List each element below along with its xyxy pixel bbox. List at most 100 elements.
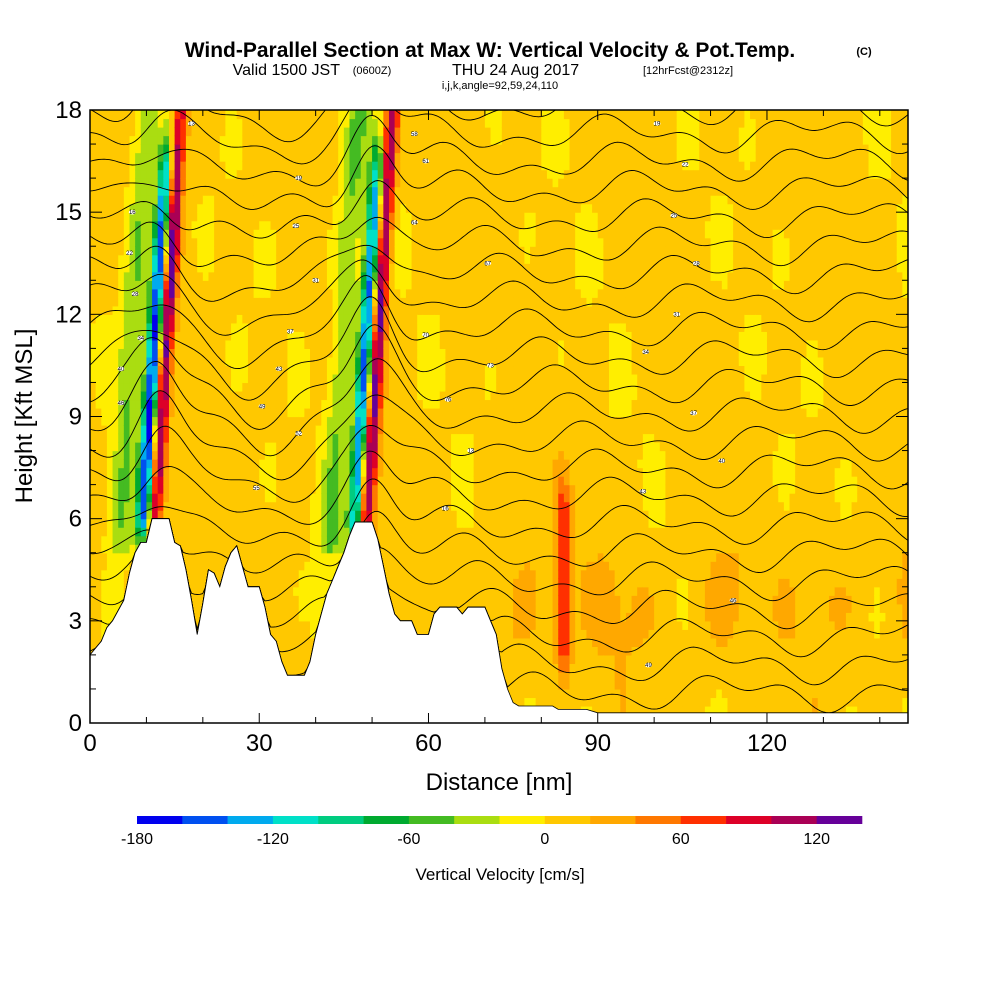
w-cell <box>219 297 226 307</box>
w-cell <box>451 263 458 273</box>
w-cell <box>445 220 452 230</box>
w-cell <box>174 425 181 435</box>
w-cell <box>417 373 424 384</box>
w-cell <box>135 399 142 409</box>
w-cell <box>219 288 226 298</box>
w-cell <box>123 254 131 264</box>
w-cell <box>304 365 311 375</box>
w-cell <box>157 348 164 358</box>
w-cell <box>253 442 260 452</box>
w-cell <box>315 254 322 264</box>
w-cell <box>180 331 187 341</box>
w-cell <box>343 229 351 239</box>
w-cell <box>95 637 102 647</box>
w-cell <box>434 118 441 128</box>
w-cell <box>422 399 430 409</box>
w-cell <box>293 416 300 426</box>
w-cell <box>338 484 345 494</box>
w-cell <box>451 552 458 562</box>
w-cell <box>428 212 435 222</box>
w-cell <box>332 493 339 503</box>
w-cell <box>276 229 283 239</box>
w-cell <box>355 280 362 290</box>
w-cell <box>467 161 475 171</box>
w-cell <box>191 595 198 605</box>
w-cell <box>219 459 226 469</box>
w-cell <box>439 467 447 477</box>
w-cell <box>129 407 136 418</box>
w-cell <box>411 425 418 435</box>
w-cell <box>281 246 289 256</box>
w-cell <box>214 493 221 503</box>
w-cell <box>146 212 153 222</box>
w-cell <box>152 399 159 409</box>
w-cell <box>411 467 418 477</box>
w-cell <box>332 339 339 349</box>
w-cell <box>123 212 131 222</box>
w-cell <box>366 365 373 375</box>
w-cell <box>451 390 458 401</box>
w-cell <box>90 246 97 256</box>
w-cell <box>112 195 119 205</box>
w-cell <box>157 416 164 426</box>
w-cell <box>462 527 469 537</box>
w-cell <box>197 365 204 375</box>
w-cell <box>123 501 131 511</box>
w-cell <box>310 229 317 239</box>
w-cell <box>467 484 475 494</box>
w-cell <box>388 288 396 298</box>
w-cell <box>163 407 170 418</box>
w-cell <box>163 390 170 401</box>
w-cell <box>185 271 193 281</box>
w-cell <box>411 407 418 418</box>
w-cell <box>191 246 198 256</box>
w-cell <box>355 476 362 486</box>
w-cell <box>163 399 170 409</box>
w-cell <box>388 220 396 230</box>
w-cell <box>281 288 289 298</box>
w-cell <box>293 110 300 120</box>
w-cell <box>293 399 300 409</box>
w-cell <box>298 203 305 213</box>
w-cell <box>174 161 181 171</box>
w-cell <box>202 484 210 494</box>
w-cell <box>310 535 317 545</box>
w-cell <box>191 459 198 469</box>
w-cell <box>343 118 351 128</box>
w-cell <box>383 442 390 452</box>
w-cell <box>411 237 418 247</box>
w-cell <box>434 552 441 562</box>
w-cell <box>366 476 373 486</box>
w-cell <box>112 510 119 520</box>
w-cell <box>185 212 193 222</box>
w-cell <box>180 527 187 537</box>
w-cell <box>326 212 334 222</box>
w-cell <box>405 390 413 401</box>
w-cell <box>479 595 486 605</box>
w-cell <box>106 127 114 137</box>
w-cell <box>456 229 463 239</box>
w-cell <box>293 544 300 554</box>
w-cell <box>236 229 243 239</box>
w-cell <box>445 561 452 571</box>
w-cell <box>445 399 452 409</box>
w-cell <box>123 135 131 145</box>
w-cell <box>259 195 266 205</box>
w-cell <box>202 229 210 239</box>
w-cell <box>152 459 159 469</box>
w-cell <box>163 263 170 273</box>
w-cell <box>434 493 441 503</box>
w-cell <box>360 288 368 298</box>
w-cell <box>467 203 475 213</box>
w-cell <box>456 510 463 520</box>
w-cell <box>372 169 379 179</box>
w-cell <box>197 144 204 154</box>
w-cell <box>315 552 322 562</box>
w-cell <box>118 118 125 128</box>
w-cell <box>259 356 266 367</box>
w-cell <box>90 237 97 247</box>
w-cell <box>101 390 108 401</box>
w-cell <box>236 322 243 332</box>
w-cell <box>208 442 215 452</box>
w-cell <box>360 203 368 213</box>
